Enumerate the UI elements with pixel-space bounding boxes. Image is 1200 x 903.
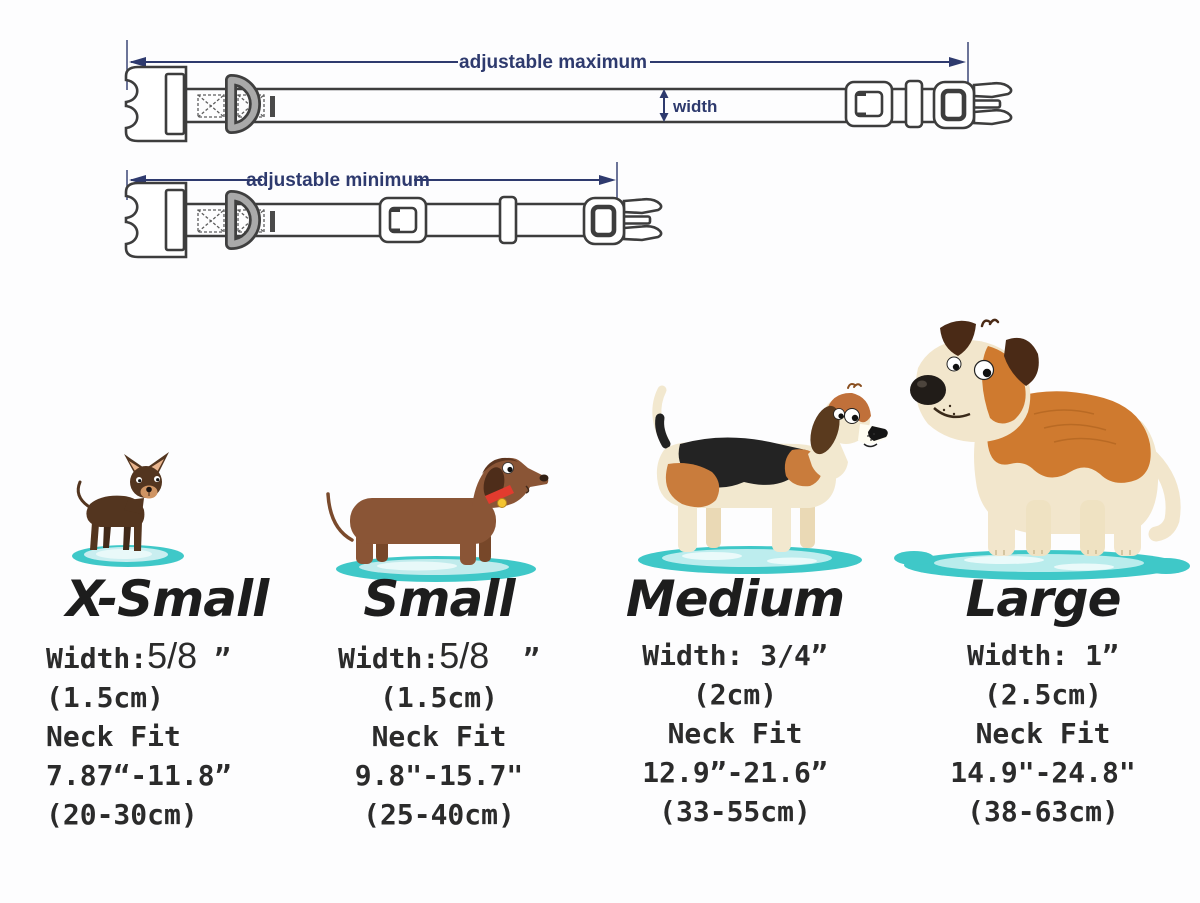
dimension-line-minimum: adjustable minimum: [126, 162, 618, 200]
collar: [485, 485, 514, 508]
adjustable-minimum-label: adjustable minimum: [246, 170, 430, 191]
male-clip: [582, 196, 663, 246]
width-spec: Width: 3/4”: [588, 636, 882, 675]
width-spec-quote: ”: [810, 639, 828, 672]
strap: [184, 87, 936, 124]
buckle-bar: [164, 72, 186, 136]
neck-fit-label: Neck Fit: [46, 720, 181, 753]
size-column-large: Large Width: 1” (2.5cm) Neck Fit 14.9"-2…: [890, 570, 1196, 831]
width-spec-value: 5/8: [147, 635, 198, 676]
puddle: [72, 545, 184, 567]
tri-glide-slider: [844, 80, 894, 128]
collar-adjustable-maximum: adjustable maximum width: [124, 40, 1013, 143]
puddle: [638, 546, 862, 574]
width-spec-value: 5/8: [439, 635, 490, 676]
puddle: [894, 550, 1190, 580]
width-metric-spec: (1.5cm): [46, 681, 165, 714]
d-ring: [225, 74, 261, 134]
adjustable-maximum-label: adjustable maximum: [459, 52, 647, 73]
width-spec-value: 3/4: [760, 639, 811, 672]
collar-adjustable-minimum: adjustable minimum: [124, 162, 663, 259]
size-column-medium: Medium Width: 3/4” (2cm) Neck Fit 12.9”-…: [588, 570, 882, 831]
neck-metric-spec: (33-55cm): [659, 795, 811, 828]
width-spec: Width:5/8 ”: [38, 636, 296, 678]
beagle-illustration: [638, 383, 889, 574]
width-metric-spec: (2.5cm): [983, 678, 1102, 711]
neck-fit-label: Neck Fit: [371, 720, 507, 753]
width-metric-spec: (2cm): [692, 678, 778, 711]
size-column-x-small: X-Small Width:5/8 ” (1.5cm) Neck Fit 7.8…: [38, 570, 296, 834]
neck-fit-label: Neck Fit: [975, 717, 1111, 750]
width-metric-spec: (1.5cm): [379, 681, 498, 714]
tri-glide-slider: [378, 196, 428, 244]
width-spec-label: Width:: [967, 639, 1086, 672]
width-spec-value: 1: [1085, 639, 1102, 672]
neck-fit-label: Neck Fit: [667, 717, 803, 750]
neck-range-spec: 14.9"-24.8": [950, 756, 1136, 789]
width-spec-quote: ”: [197, 642, 231, 675]
neck-metric-spec: (25-40cm): [363, 798, 515, 831]
label-tag: [270, 96, 275, 117]
keeper-loop: [904, 79, 924, 129]
label-tag: [270, 211, 275, 232]
width-spec-label: Width:: [46, 642, 148, 675]
neck-metric-spec: (20-30cm): [46, 798, 198, 831]
size-column-small: Small Width:5/8 ” (1.5cm) Neck Fit 9.8"-…: [296, 570, 582, 834]
puddle: [336, 556, 536, 582]
dimension-line-maximum: adjustable maximum: [126, 40, 969, 90]
neck-range-spec: 9.8"-15.7": [354, 759, 524, 792]
neck-range-spec: 7.87“-11.8”: [46, 759, 232, 792]
width-spec: Width: 1”: [890, 636, 1196, 675]
size-title: Medium: [625, 570, 845, 628]
dachshund-illustration: [326, 457, 549, 582]
width-spec: Width:5/8 ”: [296, 636, 582, 678]
male-clip: [932, 80, 1013, 130]
neck-metric-spec: (38-63cm): [967, 795, 1119, 828]
width-label: width: [672, 97, 717, 116]
neck-range-spec: 12.9”-21.6”: [642, 756, 828, 789]
keeper-loop: [498, 195, 518, 245]
size-title: Large: [965, 570, 1122, 628]
buckle-bar: [164, 188, 186, 252]
width-spec-quote: ”: [489, 642, 540, 675]
size-title: X-Small: [65, 570, 270, 628]
d-ring: [225, 190, 261, 250]
collar-size-diagram: adjustable maximum width: [124, 40, 1013, 259]
width-spec-label: Width:: [642, 639, 761, 672]
width-spec-quote: ”: [1102, 639, 1119, 672]
width-arrow: width: [659, 89, 717, 122]
size-title: Small: [363, 570, 515, 628]
saint-bernard-illustration: [894, 318, 1190, 580]
chihuahua-illustration: [72, 452, 184, 567]
width-spec-label: Width:: [338, 642, 440, 675]
